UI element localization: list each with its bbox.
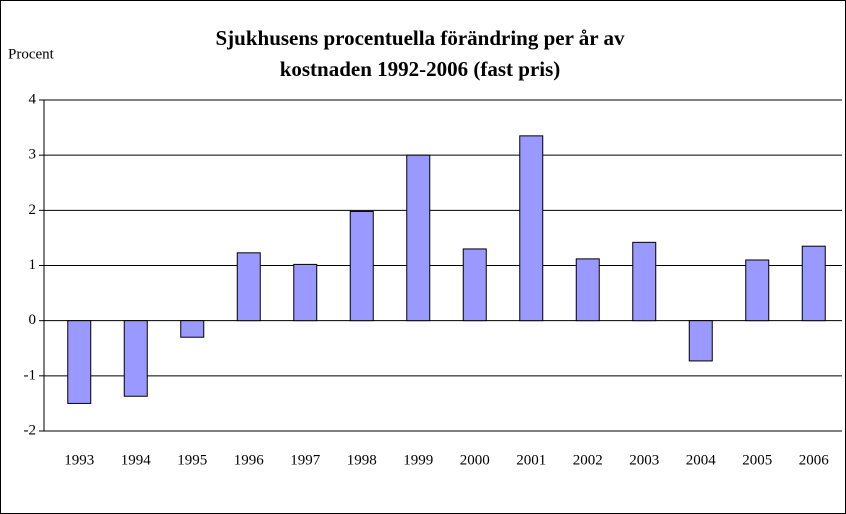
- bar: [575, 258, 600, 322]
- x-tick-label: 1997: [290, 452, 321, 468]
- bar: [462, 248, 487, 322]
- x-tick-label: 1996: [234, 452, 265, 468]
- y-tick-label: 3: [29, 147, 37, 163]
- bar: [745, 259, 770, 322]
- bar: [349, 210, 374, 322]
- y-tick-label: 4: [29, 91, 37, 107]
- bar: [519, 135, 544, 322]
- x-tick-label: 2000: [460, 452, 490, 468]
- x-tick-label: 2006: [799, 452, 830, 468]
- chart-title: Sjukhusens procentuella förändring per å…: [216, 26, 625, 50]
- bar: [406, 154, 431, 322]
- x-tick-label: 2005: [742, 452, 772, 468]
- x-tick-label: 2004: [686, 452, 717, 468]
- x-tick-label: 1998: [347, 452, 377, 468]
- bar: [123, 320, 148, 397]
- y-tick-label: 0: [29, 312, 37, 328]
- x-tick-label: 1995: [177, 452, 207, 468]
- y-tick-label: -1: [24, 367, 37, 383]
- bar: [801, 245, 826, 322]
- x-tick-label: 1999: [403, 452, 433, 468]
- bar: [293, 263, 318, 322]
- x-tick-label: 1994: [121, 452, 152, 468]
- y-tick-label: 2: [29, 202, 37, 218]
- x-tick-label: 2002: [573, 452, 603, 468]
- y-axis-label: Procent: [8, 46, 55, 62]
- bar: [67, 320, 92, 404]
- x-tick-label: 2001: [516, 452, 546, 468]
- bar: [236, 252, 261, 322]
- y-tick-label: -2: [24, 422, 37, 438]
- x-tick-label: 2003: [629, 452, 659, 468]
- y-tick-label: 1: [29, 257, 37, 273]
- x-tick-label: 1993: [64, 452, 94, 468]
- bar: [180, 320, 205, 338]
- bar: [632, 241, 657, 322]
- bar: [688, 320, 713, 362]
- chart-title: kostnaden 1992-2006 (fast pris): [280, 57, 561, 81]
